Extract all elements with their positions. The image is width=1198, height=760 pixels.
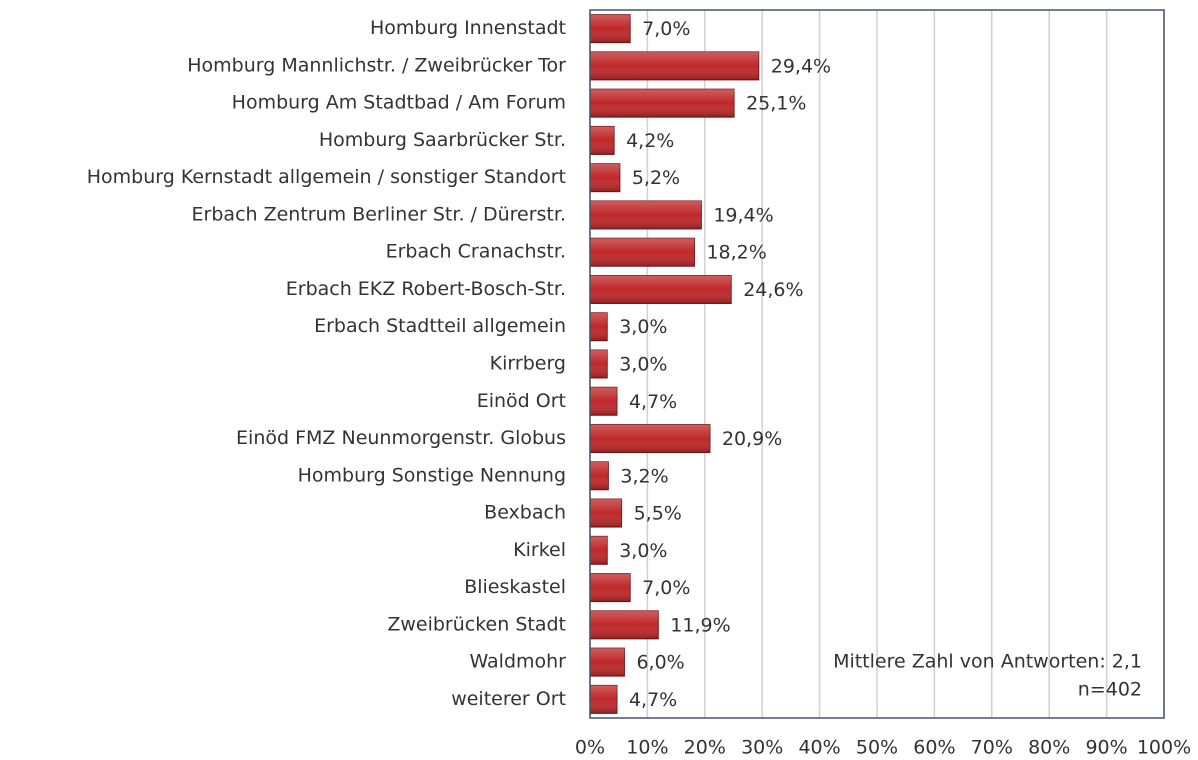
- data-label: 3,0%: [619, 540, 667, 562]
- x-tick-label: 80%: [1028, 737, 1070, 759]
- x-tick-label: 10%: [626, 737, 668, 759]
- bar-shade: [590, 685, 617, 714]
- bar-shade: [590, 499, 622, 528]
- bar-shade: [590, 461, 609, 490]
- data-label: 7,0%: [642, 577, 690, 599]
- x-tick-label: 60%: [913, 737, 955, 759]
- bar-shade: [590, 536, 608, 565]
- x-tick-label: 20%: [684, 737, 726, 759]
- bar-shade: [590, 424, 710, 453]
- data-label: 3,2%: [620, 465, 668, 487]
- bar-shade: [590, 14, 631, 43]
- y-tick-label: Homburg Saarbrücker Str.: [319, 129, 566, 151]
- annotation: Mittlere Zahl von Antworten: 2,1: [833, 651, 1142, 673]
- y-tick-label: Erbach Stadtteil allgemein: [314, 315, 566, 337]
- data-label: 3,0%: [619, 354, 667, 376]
- data-label: 18,2%: [706, 242, 766, 264]
- plot-border: [589, 9, 1165, 719]
- y-tick-label: Erbach EKZ Robert-Bosch-Str.: [286, 278, 566, 300]
- data-label: 6,0%: [636, 652, 684, 674]
- bar-shade: [590, 89, 735, 118]
- y-tick-label: Einöd FMZ Neunmorgenstr. Globus: [236, 427, 566, 449]
- data-label: 4,2%: [626, 130, 674, 152]
- data-label: 4,7%: [629, 391, 677, 413]
- x-tick-label: 100%: [1137, 737, 1191, 759]
- y-tick-label: Homburg Innenstadt: [370, 17, 566, 39]
- data-label: 25,1%: [746, 93, 806, 115]
- y-tick-label: Kirkel: [513, 539, 566, 561]
- y-tick-label: Erbach Zentrum Berliner Str. / Dürerstr.: [192, 203, 566, 225]
- x-tick-label: 30%: [741, 737, 783, 759]
- data-label: 24,6%: [743, 279, 803, 301]
- y-tick-label: weiterer Ort: [451, 688, 566, 710]
- bar-shade: [590, 387, 617, 416]
- y-tick-label: Waldmohr: [469, 651, 566, 673]
- bar-shade: [590, 200, 702, 229]
- annotation: n=402: [1078, 679, 1142, 701]
- bar-shade: [590, 51, 759, 80]
- bar-shade: [590, 275, 732, 304]
- bar-shade: [590, 350, 608, 378]
- data-label: 29,4%: [771, 55, 831, 77]
- y-tick-label: Homburg Mannlichstr. / Zweibrücker Tor: [187, 54, 566, 76]
- bar-shade: [590, 312, 608, 341]
- data-label: 4,7%: [629, 689, 677, 711]
- data-label: 11,9%: [670, 614, 730, 636]
- data-label: 20,9%: [722, 428, 782, 450]
- x-tick-label: 40%: [798, 737, 840, 759]
- bar-shade: [590, 648, 625, 677]
- y-tick-label: Einöd Ort: [477, 390, 566, 412]
- y-tick-label: Zweibrücken Stadt: [387, 613, 566, 635]
- bar-shade: [590, 610, 659, 639]
- bar-shade: [590, 163, 620, 192]
- bar-shade: [590, 126, 615, 155]
- bar-shade: [590, 573, 631, 602]
- y-tick-label: Homburg Sonstige Nennung: [298, 464, 566, 486]
- y-tick-label: Homburg Kernstadt allgemein / sonstiger …: [87, 166, 566, 188]
- y-tick-label: Homburg Am Stadtbad / Am Forum: [232, 92, 566, 114]
- y-tick-label: Kirrberg: [490, 353, 566, 375]
- data-label: 5,5%: [634, 503, 682, 525]
- x-tick-label: 90%: [1085, 737, 1127, 759]
- x-tick-label: 50%: [856, 737, 898, 759]
- x-tick-label: 70%: [971, 737, 1013, 759]
- y-tick-label: Bexbach: [484, 502, 566, 524]
- y-tick-label: Blieskastel: [464, 576, 566, 598]
- data-label: 3,0%: [619, 316, 667, 338]
- bar-shade: [590, 238, 695, 267]
- y-tick-label: Erbach Cranachstr.: [386, 241, 566, 263]
- data-label: 5,2%: [632, 167, 680, 189]
- data-label: 7,0%: [642, 18, 690, 40]
- x-tick-label: 0%: [575, 737, 605, 759]
- data-label: 19,4%: [713, 204, 773, 226]
